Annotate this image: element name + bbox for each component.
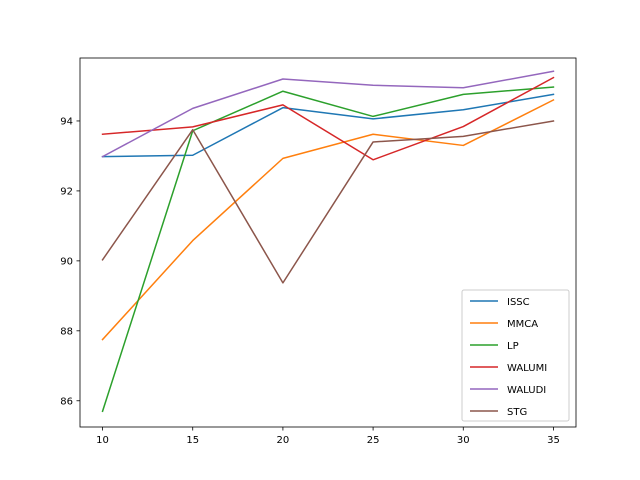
legend-label-lp: LP [507,341,519,352]
x-tick-label: 25 [367,435,380,446]
legend-label-issc: ISSC [507,297,530,308]
legend-label-waludi: WALUDI [507,385,546,396]
series-line-walumi [101,76,555,161]
x-tick-label: 30 [457,435,470,446]
series-line-waludi [101,70,555,158]
legend: ISSC MMCA LP WALUMI WALUDI STG [461,289,570,422]
axes-frame [79,57,577,428]
series-lines [101,70,555,413]
x-tick-label: 20 [277,435,290,446]
legend-box [461,289,570,422]
legend-label-walumi: WALUMI [507,363,547,374]
series-line-stg [101,120,555,284]
plot-area: 10 15 20 25 30 35 86 88 90 92 94 [60,57,577,446]
y-tick-label: 90 [60,256,73,267]
y-tick-label: 92 [60,186,73,197]
x-tick-label: 15 [186,435,199,446]
legend-label-stg: STG [507,407,527,418]
legend-label-mmca: MMCA [507,319,538,330]
x-tick-label: 35 [547,435,560,446]
x-tick-label: 10 [96,435,109,446]
series-line-lp [101,86,555,413]
series-line-mmca [101,98,555,341]
y-tick-label: 88 [60,326,73,337]
series-line-issc [101,93,555,158]
y-tick-label: 86 [60,396,73,407]
y-tick-label: 94 [60,116,73,127]
